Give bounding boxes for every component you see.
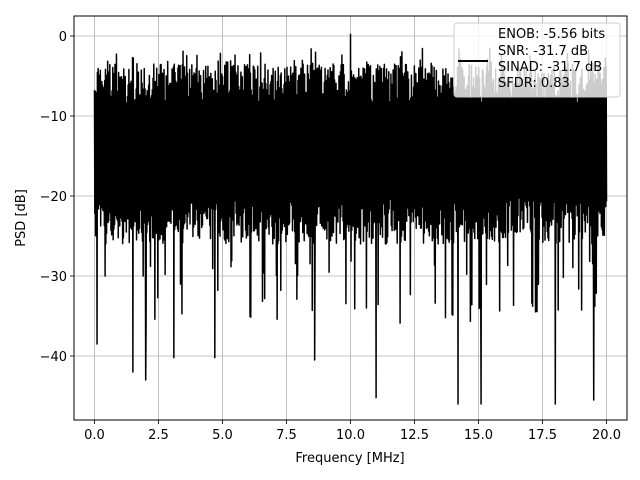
psd-trace [93,33,608,405]
legend-entry-enob: ENOB: -5.56 bits [498,27,605,42]
psd-series-line [93,33,608,405]
x-tick-label: 0.0 [84,428,105,443]
legend-box [453,22,621,98]
x-tick-label: 17.5 [528,428,557,443]
x-tick-label: 2.5 [148,428,169,443]
x-tick-label: 15.0 [464,428,493,443]
x-tick-label: 12.5 [400,428,429,443]
legend-entry-sfdr: SFDR: 0.83 [498,76,570,91]
x-tick-label: 20.0 [592,428,621,443]
y-tick-label: 0 [59,30,67,45]
y-tick-label: −20 [40,190,67,205]
y-axis-label: PSD [dB] [14,189,29,247]
legend: ENOB: -5.56 bits SNR: -31.7 dB SINAD: -3… [453,22,621,98]
legend-entry-snr: SNR: -31.7 dB [498,44,588,59]
x-tick-label: 7.5 [276,428,297,443]
y-tick-label: −10 [40,110,67,125]
x-tick-label: 5.0 [212,428,233,443]
axis-ticks: 0.0 2.5 5.0 7.5 10.0 12.5 15.0 17.5 20.0 0 −10 −20 −… [40,30,621,443]
x-tick-label: 10.0 [336,428,365,443]
x-axis-label: Frequency [MHz] [295,451,404,466]
legend-entry-sinad: SINAD: -31.7 dB [498,60,602,75]
y-tick-label: −30 [40,270,67,285]
y-tick-label: −40 [40,350,67,365]
